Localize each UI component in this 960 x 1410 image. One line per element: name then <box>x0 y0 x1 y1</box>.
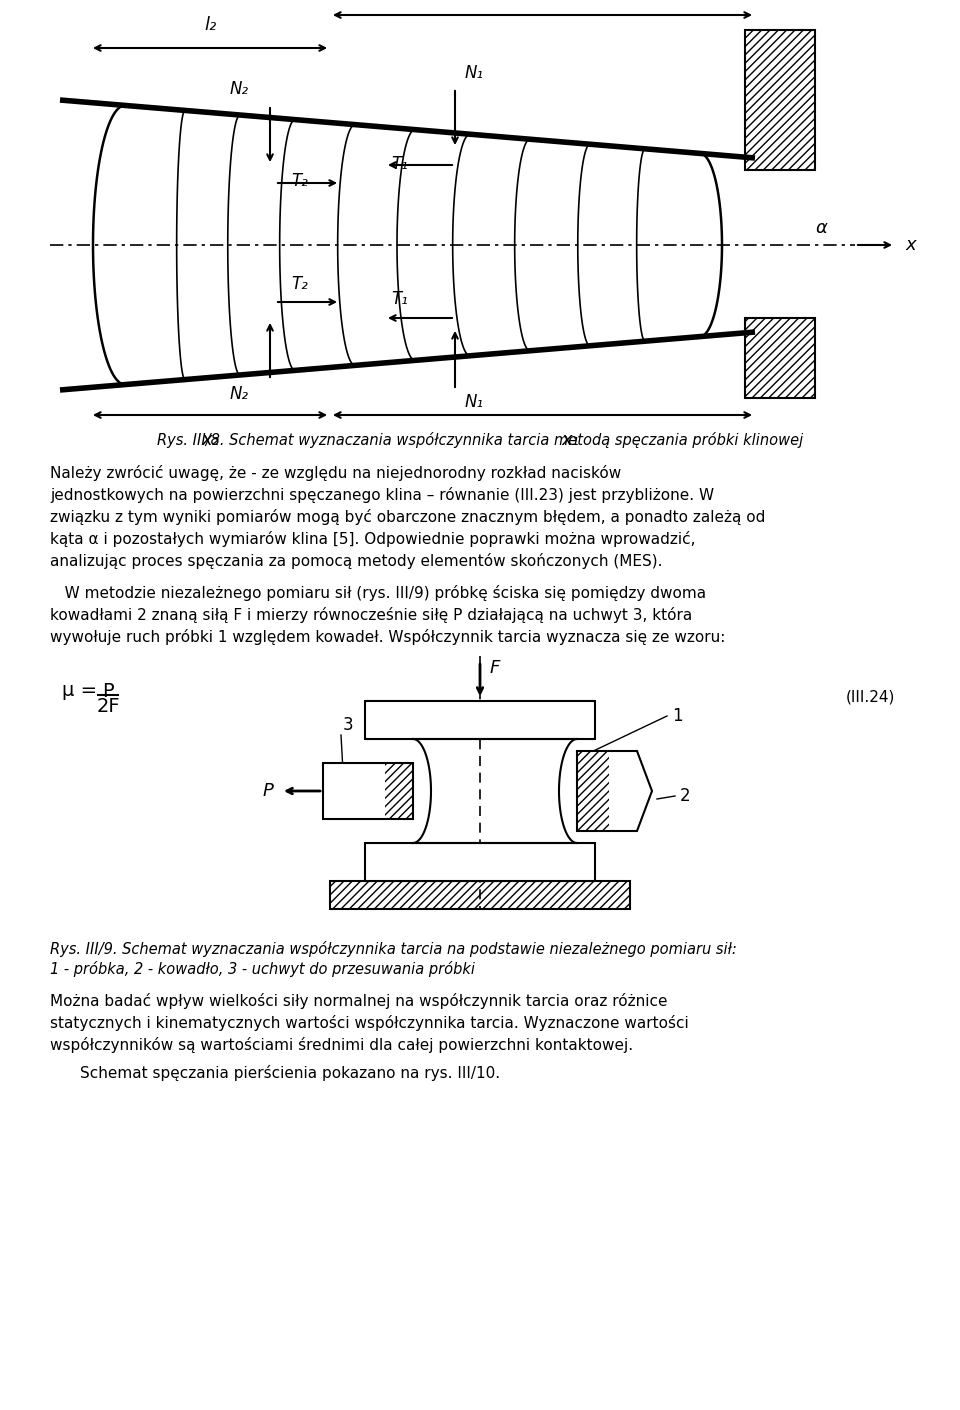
Bar <box>577 752 609 830</box>
Text: Rys. III/9. Schemat wyznaczania współczynnika tarcia na podstawie niezależnego p: Rys. III/9. Schemat wyznaczania współczy… <box>50 940 736 957</box>
Text: T₂: T₂ <box>292 172 308 190</box>
Text: jednostkowych na powierzchni spęczanego klina – równanie (III.23) jest przybliżo: jednostkowych na powierzchni spęczanego … <box>50 486 714 503</box>
Text: kąta α i pozostałych wymiarów klina [5]. Odpowiednie poprawki można wprowadzić,: kąta α i pozostałych wymiarów klina [5].… <box>50 532 695 547</box>
Text: (III.24): (III.24) <box>846 689 895 704</box>
Text: F: F <box>490 658 500 677</box>
Text: N₁: N₁ <box>465 63 484 82</box>
Bar <box>385 763 413 819</box>
Text: analizując proces spęczania za pomocą metody elementów skończonych (MES).: analizując proces spęczania za pomocą me… <box>50 553 662 570</box>
Text: P: P <box>102 682 114 701</box>
Text: l₂: l₂ <box>204 16 216 34</box>
Bar <box>330 881 630 909</box>
Text: α: α <box>815 219 827 237</box>
Bar <box>365 843 595 881</box>
Text: 2: 2 <box>680 787 690 805</box>
Text: P: P <box>262 783 273 799</box>
Text: N₂: N₂ <box>230 80 249 99</box>
Text: W metodzie niezależnego pomiaru sił (rys. III/9) próbkę ściska się pomiędzy dwom: W metodzie niezależnego pomiaru sił (rys… <box>50 585 707 601</box>
Text: T₂: T₂ <box>292 275 308 293</box>
Text: N₂: N₂ <box>230 385 249 403</box>
Text: μ =: μ = <box>62 681 97 699</box>
Text: statycznych i kinematycznych wartości współczynnika tarcia. Wyznaczone wartości: statycznych i kinematycznych wartości ws… <box>50 1015 688 1031</box>
Bar <box>323 763 413 819</box>
Text: kowadłami 2 znaną siłą F i mierzy równocześnie siłę P działającą na uchwyt 3, kt: kowadłami 2 znaną siłą F i mierzy równoc… <box>50 606 692 623</box>
Text: Schemat spęczania pierścienia pokazano na rys. III/10.: Schemat spęczania pierścienia pokazano n… <box>80 1065 500 1081</box>
Text: współczynników są wartościami średnimi dla całej powierzchni kontaktowej.: współczynników są wartościami średnimi d… <box>50 1036 634 1053</box>
Text: N₁: N₁ <box>465 393 484 410</box>
Text: Rys. III/8. Schemat wyznaczania współczynnika tarcia metodą spęczania próbki kli: Rys. III/8. Schemat wyznaczania współczy… <box>156 431 804 448</box>
Text: x: x <box>905 235 916 254</box>
Text: 3: 3 <box>343 716 353 735</box>
Text: związku z tym wyniki pomiarów mogą być obarczone znacznym błędem, a ponadto zale: związku z tym wyniki pomiarów mogą być o… <box>50 509 765 525</box>
Bar <box>745 30 815 171</box>
Text: Należy zwrócić uwagę, że - ze względu na niejednorodny rozkład nacisków: Należy zwrócić uwagę, że - ze względu na… <box>50 465 621 481</box>
Text: 2F: 2F <box>96 697 120 716</box>
Text: 1: 1 <box>672 706 683 725</box>
Text: Można badać wpływ wielkości siły normalnej na współczynnik tarcia oraz różnice: Można badać wpływ wielkości siły normaln… <box>50 993 667 1010</box>
Text: wywołuje ruch próbki 1 względem kowadeł. Współczynnik tarcia wyznacza się ze wzo: wywołuje ruch próbki 1 względem kowadeł.… <box>50 629 726 644</box>
Text: T₁: T₁ <box>392 290 408 307</box>
Polygon shape <box>577 752 652 830</box>
Text: T₁: T₁ <box>392 155 408 173</box>
Bar <box>745 319 815 398</box>
Text: 1 - próbka, 2 - kowadło, 3 - uchwyt do przesuwania próbki: 1 - próbka, 2 - kowadło, 3 - uchwyt do p… <box>50 962 475 977</box>
Text: x₁: x₁ <box>561 431 579 448</box>
Bar <box>365 701 595 739</box>
Text: x₂: x₂ <box>201 431 219 448</box>
